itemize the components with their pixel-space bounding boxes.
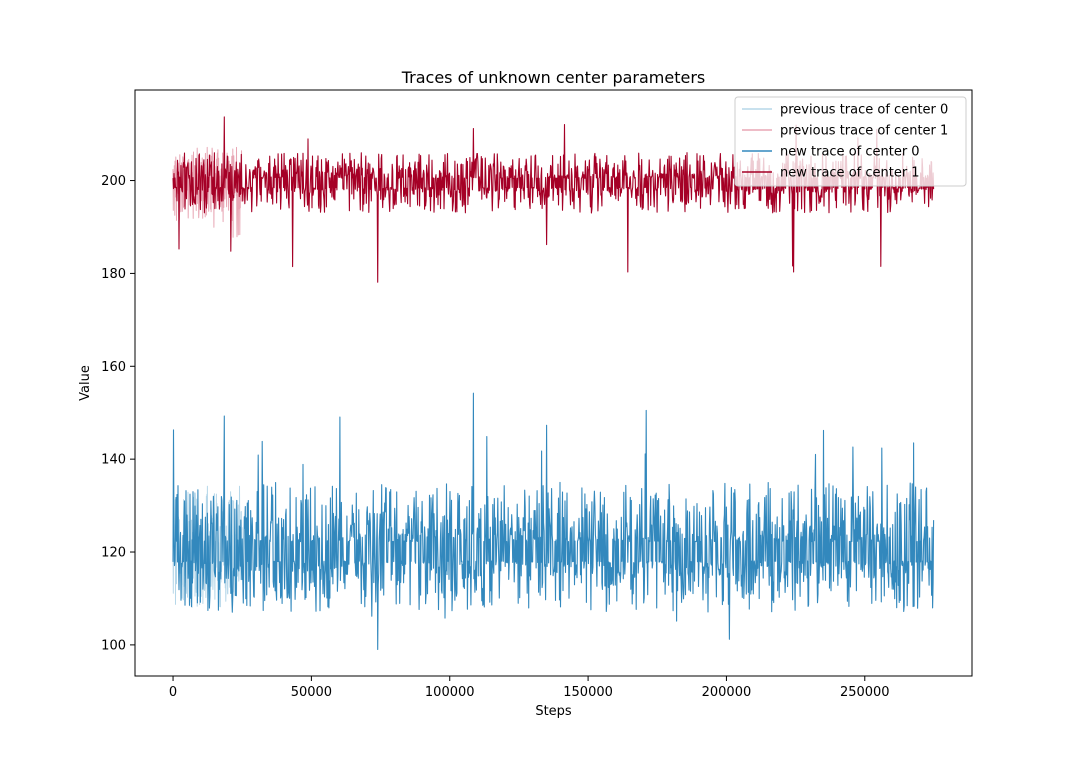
x-tick-label: 200000 (702, 685, 752, 700)
x-tick-label: 250000 (840, 685, 890, 700)
chart-title: Traces of unknown center parameters (401, 68, 706, 87)
y-axis-label: Value (78, 365, 93, 401)
legend-label-1: previous trace of center 1 (780, 124, 948, 139)
legend-label-3: new trace of center 1 (780, 166, 920, 181)
x-tick-label: 100000 (425, 685, 475, 700)
legend-box (734, 96, 967, 187)
x-tick-label: 150000 (563, 685, 613, 700)
legend-label-2: new trace of center 0 (780, 145, 920, 160)
y-axis: 100 120 140 160 180 200 (101, 174, 135, 653)
series-line-2 (172, 392, 935, 651)
legend: previous trace of center 0 previous trace… (734, 96, 967, 187)
y-tick-label: 200 (101, 174, 126, 189)
y-tick-label: 160 (101, 360, 126, 375)
y-tick-label: 180 (101, 267, 126, 282)
x-axis-label: Steps (535, 704, 572, 719)
legend-label-0: previous trace of center 0 (780, 103, 948, 118)
x-tick-label: 0 (169, 685, 177, 700)
plot-frame (134, 89, 973, 677)
x-tick-label: 50000 (291, 685, 332, 700)
y-tick-label: 120 (101, 546, 126, 561)
y-tick-label: 140 (101, 453, 126, 468)
x-axis: 0 50000 100000 150000 200000 250000 (169, 676, 890, 700)
y-tick-label: 100 (101, 638, 126, 653)
